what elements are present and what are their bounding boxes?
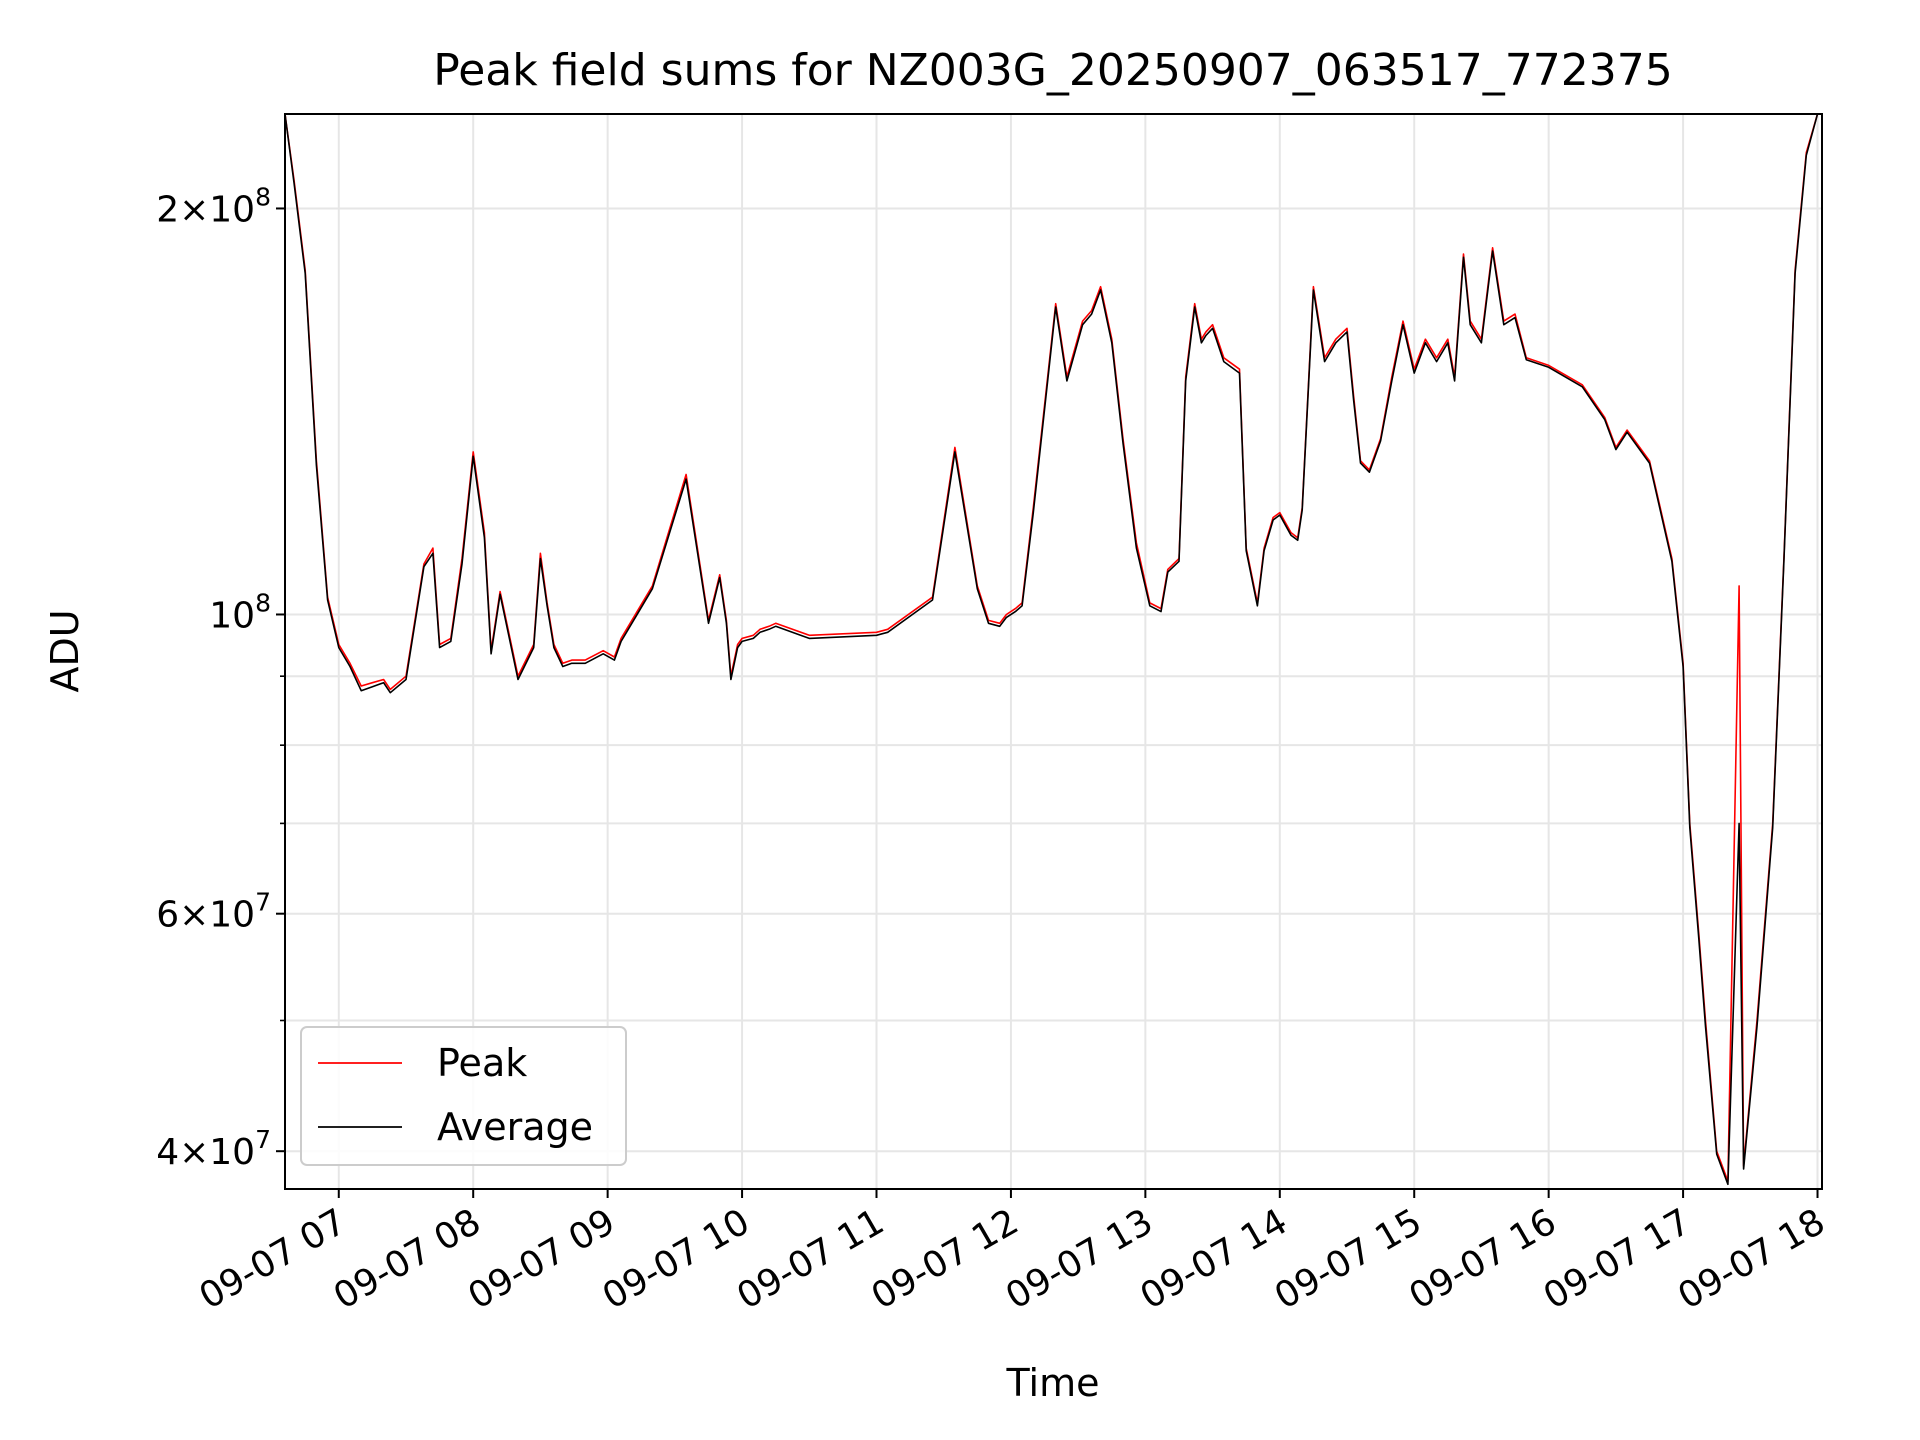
chart-title: Peak field sums for NZ003G_20250907_0635… bbox=[433, 45, 1672, 96]
y-tick-label: 4×107 bbox=[156, 1125, 271, 1173]
legend-box bbox=[300, 1026, 627, 1166]
legend: Peak Average bbox=[300, 1026, 627, 1166]
y-tick-label: 6×107 bbox=[156, 888, 271, 936]
y-tick-label: 108 bbox=[209, 588, 271, 636]
legend-average-label: Average bbox=[437, 1105, 593, 1149]
plot-frame bbox=[284, 113, 1823, 1190]
y-tick-label: 2×108 bbox=[156, 182, 271, 230]
grid-lines bbox=[285, 114, 1822, 1189]
series-lines bbox=[284, 113, 1819, 1186]
x-axis-label: Time bbox=[1006, 1361, 1100, 1405]
y-axis: 4×107 6×107 108 2×108 bbox=[156, 182, 285, 1173]
y-axis-label: ADU bbox=[43, 609, 87, 692]
legend-peak-label: Peak bbox=[437, 1041, 527, 1085]
series-line-average bbox=[284, 113, 1819, 1186]
